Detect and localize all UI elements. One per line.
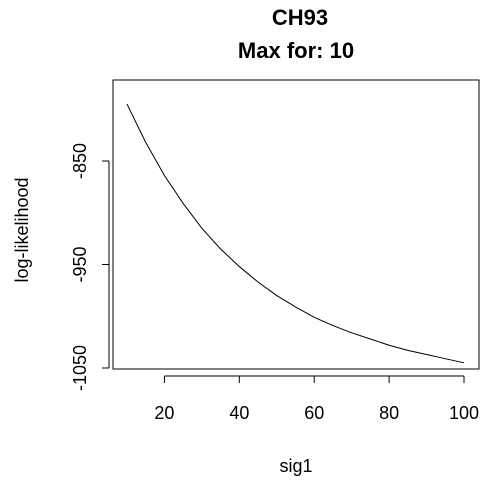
x-axis: 20 40 60 80 100 [154, 375, 479, 423]
y-tick-label: -850 [70, 143, 90, 179]
y-axis: -850 -950 -1050 [70, 143, 110, 391]
x-tick-label: 80 [379, 403, 399, 423]
x-tick-label: 40 [229, 403, 249, 423]
y-tick-label: -950 [70, 246, 90, 282]
x-tick-label: 20 [154, 403, 174, 423]
chart-title: CH93 [272, 5, 328, 30]
series-line [126, 103, 465, 364]
x-axis-label: sig1 [279, 456, 312, 476]
y-tick-label: -1050 [70, 345, 90, 391]
x-tick-label: 100 [449, 403, 479, 423]
chart-subtitle: Max for: 10 [238, 38, 354, 63]
x-tick-label: 60 [304, 403, 324, 423]
y-axis-label: log-likelihood [12, 177, 32, 282]
plot-frame [112, 79, 480, 370]
series-layer [126, 103, 465, 364]
